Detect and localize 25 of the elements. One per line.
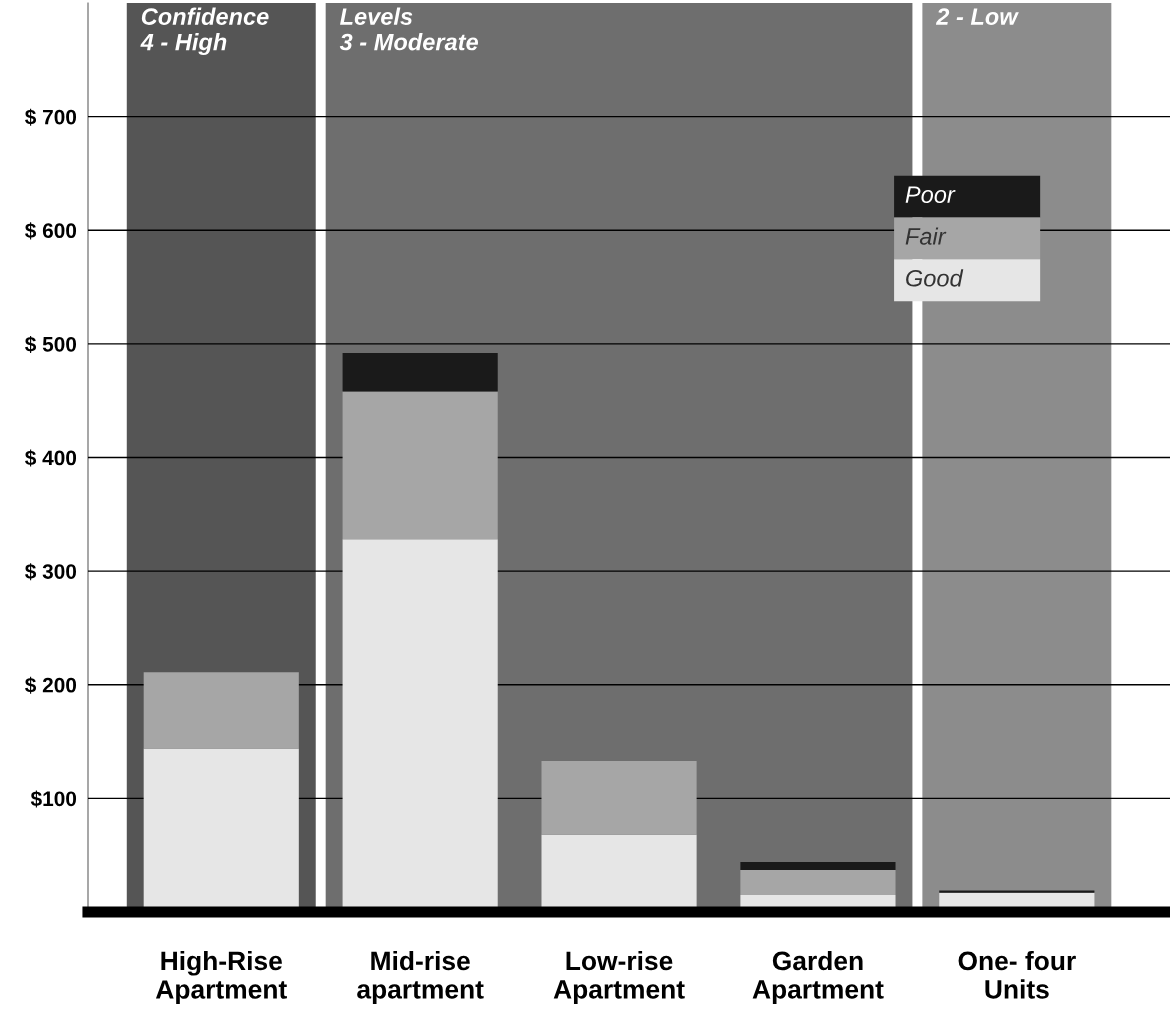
y-tick-label: $ 700 — [25, 108, 77, 126]
y-tick-label: $ 600 — [25, 222, 77, 240]
bar — [342, 391, 498, 540]
y-tick-label: $ 500 — [25, 335, 77, 353]
band-label: Confidence 4 - High — [140, 7, 269, 56]
y-tick-label: $ 300 — [25, 563, 77, 581]
band-label: Levels 3 - Moderate — [339, 7, 479, 51]
bar — [541, 760, 697, 835]
bar — [740, 862, 896, 870]
y-tick-label: $100 — [30, 790, 77, 808]
y-tick-label: $ 200 — [25, 676, 77, 694]
bar — [143, 672, 299, 749]
bar — [740, 869, 896, 895]
y-tick-label: $ 400 — [25, 449, 77, 467]
x-tick-label: High-Rise Apartment — [155, 950, 287, 1005]
text: Fair — [905, 227, 947, 245]
x-tick-label: One- four Units — [958, 950, 1076, 999]
bar — [939, 890, 1095, 893]
band-label: 2 - Low — [935, 8, 1019, 25]
bar — [342, 352, 498, 392]
text: Poor — [905, 186, 956, 203]
x-tick-label: Garden Apartment — [752, 950, 884, 1004]
x-tick-label: Low-rise Apartment — [553, 950, 685, 1004]
text: Good — [906, 269, 964, 287]
x-tick-label: Mid-rise apartment — [357, 950, 484, 1004]
